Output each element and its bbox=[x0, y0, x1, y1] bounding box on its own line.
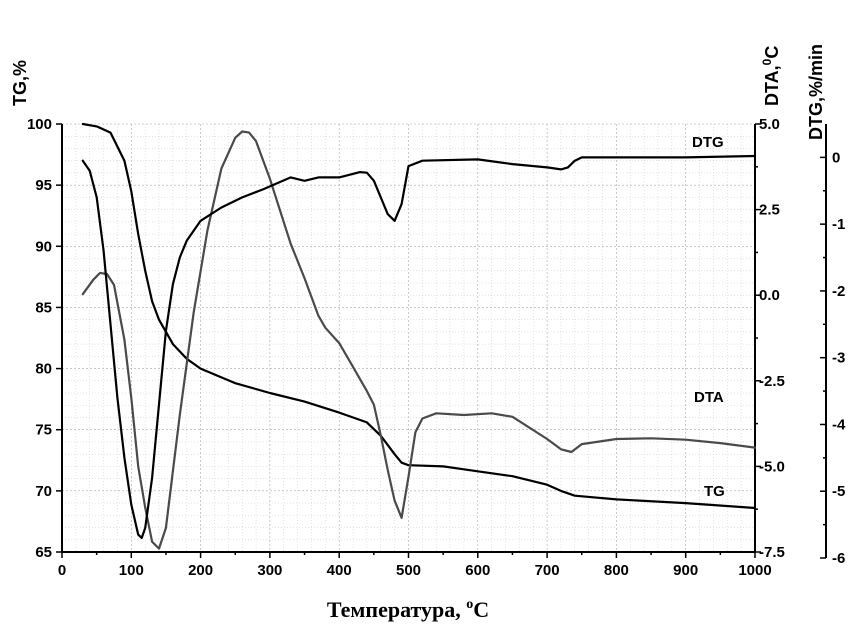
dta-tick-label: 0.0 bbox=[759, 287, 780, 304]
dtg-tick-label: 0 bbox=[832, 149, 840, 166]
tg-tick-label: 95 bbox=[35, 177, 52, 194]
series-label-dtg: DTG bbox=[692, 134, 724, 151]
x-tick-label: 0 bbox=[58, 562, 66, 579]
dta-tick-label: 5.0 bbox=[759, 116, 780, 133]
series-line-tg bbox=[81, 122, 757, 510]
tg-axis-title: TG,% bbox=[10, 60, 30, 106]
tg-tick-label: 70 bbox=[35, 483, 52, 500]
x-tick-label: 800 bbox=[604, 562, 629, 579]
series-label-tg: TG bbox=[704, 483, 725, 500]
x-tick-label: 900 bbox=[673, 562, 698, 579]
dtg-tick-label: -4 bbox=[832, 416, 846, 433]
x-tick-label: 500 bbox=[396, 562, 421, 579]
x-tick-label: 200 bbox=[188, 562, 213, 579]
dtg-tick-label: -6 bbox=[832, 550, 845, 567]
dtg-axis-title: DTG,%/min bbox=[806, 44, 826, 140]
x-tick-label: 300 bbox=[257, 562, 282, 579]
x-tick-label: 400 bbox=[327, 562, 352, 579]
tg-tick-label: 65 bbox=[35, 544, 52, 561]
x-tick-label: 700 bbox=[535, 562, 560, 579]
dtg-tick-label: -3 bbox=[832, 350, 845, 367]
dtg-tick-label: -1 bbox=[832, 216, 845, 233]
series-label-dta: DTA bbox=[694, 389, 724, 406]
x-tick-label: 1000 bbox=[738, 562, 771, 579]
dta-axis-title: DTA,0C bbox=[760, 46, 782, 106]
axes bbox=[56, 123, 827, 559]
tg-tick-label: 90 bbox=[35, 238, 52, 255]
dta-tick-label: -5.0 bbox=[759, 458, 785, 475]
tg-tick-label: 75 bbox=[35, 422, 52, 439]
x-axis-title: Температура, oC bbox=[327, 597, 489, 622]
dta-tick-label: -7.5 bbox=[759, 544, 785, 561]
tg-tick-label: 80 bbox=[35, 361, 52, 378]
tg-tick-label: 85 bbox=[35, 299, 52, 316]
dtg-tick-label: -5 bbox=[832, 483, 845, 500]
series-lines bbox=[81, 122, 757, 550]
series-line-dta bbox=[81, 130, 757, 550]
x-tick-label: 600 bbox=[465, 562, 490, 579]
grid bbox=[61, 123, 756, 553]
labels: 0 100 200 300 400 500 600 700 800 900 100065707580… bbox=[10, 44, 846, 622]
series-line-dtg bbox=[81, 154, 757, 540]
dta-tick-label: -2.5 bbox=[759, 373, 785, 390]
tg-tick-label: 100 bbox=[27, 116, 52, 133]
dta-tick-label: 2.5 bbox=[759, 202, 780, 219]
dtg-tick-label: -2 bbox=[832, 283, 845, 300]
x-tick-label: 100 bbox=[119, 562, 144, 579]
